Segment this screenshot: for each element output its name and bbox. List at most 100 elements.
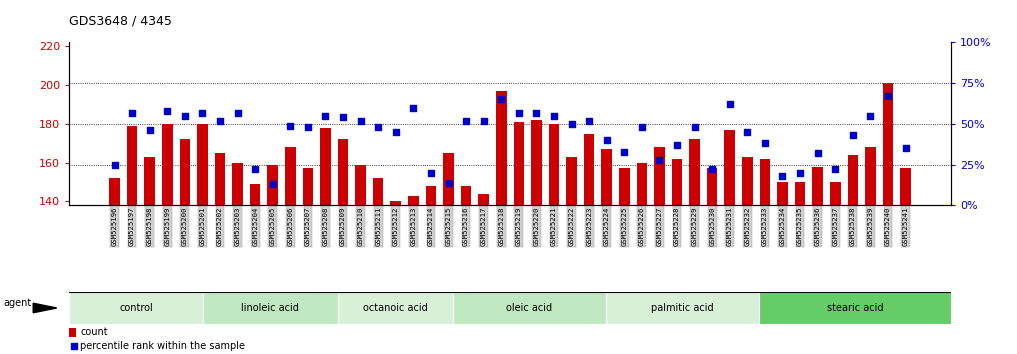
Bar: [606, 292, 760, 324]
Point: [634, 124, 650, 130]
Bar: [830, 182, 840, 205]
Point: [65, 344, 82, 349]
Point: [107, 162, 123, 167]
Bar: [443, 153, 454, 205]
Bar: [742, 157, 753, 205]
Bar: [883, 83, 893, 205]
Point: [528, 110, 544, 115]
Point: [862, 113, 879, 119]
Bar: [162, 124, 173, 205]
Point: [423, 170, 439, 176]
Bar: [601, 149, 612, 205]
Point: [159, 108, 175, 114]
Bar: [197, 124, 207, 205]
Point: [757, 141, 773, 146]
Bar: [619, 169, 630, 205]
Point: [827, 167, 843, 172]
Bar: [127, 126, 137, 205]
Bar: [777, 182, 788, 205]
Point: [212, 118, 228, 124]
Bar: [285, 147, 296, 205]
Point: [563, 121, 580, 127]
Bar: [232, 163, 243, 205]
Bar: [408, 196, 419, 205]
Bar: [724, 130, 735, 205]
Point: [546, 113, 562, 119]
Bar: [760, 159, 770, 205]
Bar: [707, 169, 717, 205]
Text: count: count: [80, 327, 108, 337]
Point: [669, 142, 685, 148]
Bar: [531, 120, 542, 205]
Bar: [672, 159, 682, 205]
Text: GDS3648 / 4345: GDS3648 / 4345: [69, 14, 172, 27]
Text: linoleic acid: linoleic acid: [241, 303, 299, 313]
Point: [405, 105, 421, 110]
Point: [722, 102, 738, 107]
Point: [353, 118, 369, 124]
Bar: [338, 292, 453, 324]
Point: [686, 124, 703, 130]
Bar: [373, 178, 383, 205]
Text: stearic acid: stearic acid: [827, 303, 884, 313]
Bar: [637, 163, 647, 205]
Point: [370, 124, 386, 130]
Bar: [690, 139, 700, 205]
Bar: [514, 122, 524, 205]
Bar: [760, 292, 951, 324]
Text: percentile rank within the sample: percentile rank within the sample: [80, 342, 245, 352]
Bar: [813, 166, 823, 205]
Point: [493, 97, 510, 102]
Point: [599, 137, 615, 143]
Bar: [267, 165, 278, 205]
Bar: [566, 157, 577, 205]
Bar: [338, 139, 348, 205]
Bar: [453, 292, 606, 324]
Text: octanoic acid: octanoic acid: [363, 303, 427, 313]
Text: agent: agent: [3, 298, 32, 308]
Bar: [180, 139, 190, 205]
Bar: [900, 169, 911, 205]
Bar: [847, 155, 858, 205]
Point: [300, 124, 316, 130]
Text: control: control: [119, 303, 154, 313]
Bar: [795, 182, 805, 205]
Point: [387, 129, 404, 135]
Point: [511, 110, 527, 115]
Point: [458, 118, 474, 124]
Point: [739, 129, 756, 135]
Point: [124, 110, 140, 115]
Polygon shape: [34, 303, 57, 313]
Text: palmitic acid: palmitic acid: [651, 303, 714, 313]
Point: [282, 123, 298, 129]
Point: [194, 110, 211, 115]
Point: [704, 167, 720, 172]
Bar: [584, 133, 594, 205]
Point: [476, 118, 492, 124]
Bar: [69, 328, 75, 337]
Point: [177, 113, 193, 119]
Bar: [391, 201, 401, 205]
Point: [264, 181, 281, 187]
Point: [880, 93, 896, 99]
Text: oleic acid: oleic acid: [506, 303, 552, 313]
Point: [440, 180, 457, 185]
Point: [897, 145, 913, 151]
Point: [651, 157, 667, 162]
Bar: [865, 147, 876, 205]
Bar: [654, 147, 665, 205]
Point: [317, 113, 334, 119]
Point: [581, 118, 597, 124]
Bar: [496, 91, 506, 205]
Bar: [144, 157, 155, 205]
Bar: [250, 184, 260, 205]
Point: [141, 127, 158, 133]
Bar: [426, 186, 436, 205]
Bar: [549, 124, 559, 205]
Point: [845, 132, 861, 138]
Point: [792, 170, 809, 176]
Point: [247, 167, 263, 172]
Bar: [478, 194, 489, 205]
Point: [774, 173, 790, 179]
Bar: [203, 292, 338, 324]
